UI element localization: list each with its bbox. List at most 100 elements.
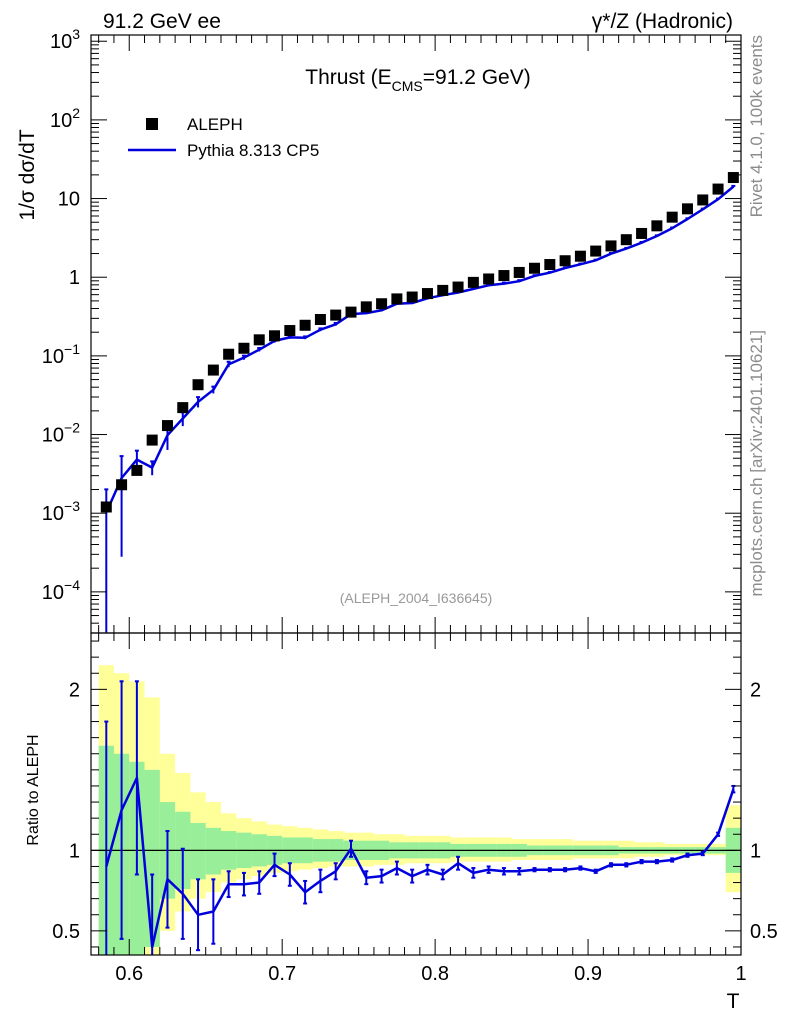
aleph-data-point: [467, 276, 479, 288]
aleph-data-point: [605, 240, 617, 252]
aleph-data-point: [376, 298, 388, 310]
aleph-data-point: [620, 234, 632, 246]
aleph-data-point: [330, 309, 342, 321]
aleph-data-point: [712, 183, 724, 195]
y-tick-label: 10−3: [42, 498, 80, 525]
aleph-data-point: [391, 293, 403, 305]
y-tick-label-exponent: −2: [64, 420, 80, 436]
aleph-data-point: [529, 262, 541, 274]
y-tick-label-base: 10: [42, 346, 64, 368]
plot-title-sub: CMS: [392, 78, 423, 94]
y-tick-label: 10: [58, 189, 80, 211]
aleph-data-point: [544, 259, 556, 271]
aleph-data-point: [192, 379, 204, 391]
ratio-band-inner: [190, 822, 206, 880]
y-tick-label: 103: [50, 26, 80, 53]
aleph-data-point: [238, 342, 250, 354]
y-tick-label: 10−2: [42, 420, 80, 447]
y-tick-label-exponent: −1: [64, 341, 80, 357]
ratio-band-inner: [205, 827, 221, 875]
aleph-data-point: [223, 348, 235, 360]
y-tick-label: 10−1: [42, 341, 80, 368]
y-tick-label-exponent: −4: [64, 577, 80, 593]
y-tick-label-base: 10: [42, 582, 64, 604]
aleph-data-point: [513, 266, 525, 278]
ratio-pythia-line: [105, 776, 735, 949]
y-tick-label-exponent: 3: [72, 26, 80, 42]
aleph-data-point: [559, 255, 571, 267]
legend-aleph-label: ALEPH: [187, 115, 243, 134]
y-tick-label-base: 10: [50, 110, 72, 132]
x-tick-label: 0.9: [574, 963, 602, 985]
aleph-data-point: [681, 203, 693, 215]
aleph-data-point: [299, 319, 311, 331]
plot-title-tail: =91.2 GeV): [423, 66, 531, 89]
plot-title-main: Thrust (E: [305, 66, 391, 89]
y-axis-label: 1/σ dσ/dT: [16, 129, 39, 220]
aleph-data-point: [146, 434, 158, 446]
aleph-data-point: [421, 288, 433, 300]
y-tick-label: 10−4: [42, 577, 80, 604]
side-text-mcplots: mcplots.cern.ch [arXiv:2401.10621]: [747, 330, 766, 596]
aleph-data-point: [406, 291, 418, 303]
aleph-data-point: [253, 334, 265, 346]
y-tick-label: 102: [50, 105, 80, 132]
x-tick-label: 0.7: [268, 963, 296, 985]
aleph-data-point: [697, 194, 709, 206]
ratio-tick-label-right: 1: [750, 840, 761, 862]
ratio-tick-label-right: 2: [750, 679, 761, 701]
main-pythia-line: [105, 185, 735, 514]
header-left-label: 91.2 GeV ee: [103, 10, 221, 33]
ratio-ticks: 0.6 0.7 0.8 0.9 10.5 0.51 12 2: [52, 633, 778, 985]
x-tick-label: 1: [735, 963, 746, 985]
y-tick-label-exponent: −3: [64, 498, 80, 514]
aleph-data-point: [314, 314, 326, 326]
y-tick-label-base: 10: [50, 31, 72, 53]
aleph-data-point: [437, 284, 449, 296]
ratio-tick-label-left: 2: [69, 679, 80, 701]
ratio-tick-label-right: 0.5: [750, 921, 778, 943]
aleph-data-point: [666, 211, 678, 223]
ratio-tick-label-left: 1: [69, 840, 80, 862]
side-text-rivet: Rivet 4.1.0, 100k events: [747, 35, 766, 217]
ratio-frame: [90, 632, 742, 956]
aleph-data-point: [483, 273, 495, 285]
x-tick-label: 0.6: [115, 963, 143, 985]
aleph-data-point: [116, 479, 128, 491]
ratio-y-axis-label: Ratio to ALEPH: [25, 734, 42, 845]
aleph-data-point: [161, 420, 173, 432]
aleph-data-point: [284, 325, 296, 337]
aleph-data-point: [727, 172, 739, 184]
aleph-data-point: [345, 306, 357, 318]
aleph-data-point: [100, 501, 112, 513]
legend: ALEPH Pythia 8.313 CP5: [128, 115, 319, 160]
x-axis-label: T: [727, 990, 740, 1013]
analysis-tag: (ALEPH_2004_I636645): [340, 590, 493, 606]
legend-pythia-label: Pythia 8.313 CP5: [187, 141, 319, 160]
aleph-data-point: [177, 402, 189, 414]
y-tick-label-base: 10: [42, 425, 64, 447]
legend-aleph-marker: [146, 118, 158, 130]
header-right-label: γ*/Z (Hadronic): [592, 10, 733, 33]
y-tick-label: 1: [69, 267, 80, 289]
aleph-data-point: [131, 464, 143, 476]
aleph-data-point: [651, 220, 663, 232]
aleph-data-point: [574, 250, 586, 262]
main-marks: [100, 172, 739, 633]
plot-title: Thrust (ECMS=91.2 GeV): [305, 66, 530, 94]
aleph-data-point: [269, 330, 281, 342]
ratio-marks: [91, 665, 741, 955]
aleph-data-point: [452, 281, 464, 293]
y-tick-label-exponent: 2: [72, 105, 80, 121]
ratio-tick-label-left: 0.5: [52, 921, 80, 943]
aleph-data-point: [207, 364, 219, 376]
y-tick-label-base: 10: [42, 503, 64, 525]
x-tick-label: 0.8: [421, 963, 449, 985]
aleph-data-point: [590, 245, 602, 257]
aleph-data-point: [360, 301, 372, 313]
aleph-data-point: [498, 270, 510, 282]
ratio-panel: 0.6 0.7 0.8 0.9 10.5 0.51 12 2 Ratio to ALEPH T: [25, 632, 778, 1013]
